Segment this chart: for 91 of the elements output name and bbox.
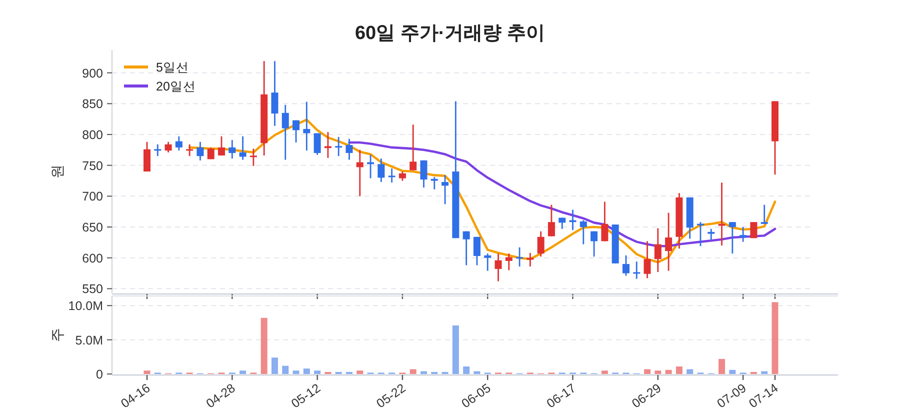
- legend-label: 20일선: [156, 80, 196, 94]
- candlestick: [569, 209, 576, 231]
- candlestick: [314, 132, 321, 156]
- y-tick-label: 650: [82, 220, 104, 235]
- bar: [260, 318, 268, 374]
- candlestick: [718, 182, 726, 246]
- candlestick: [728, 221, 736, 254]
- candlestick: [144, 141, 150, 172]
- candlestick: [430, 176, 438, 190]
- y-axis-title: 주: [49, 328, 65, 342]
- candlestick: [494, 252, 502, 282]
- chart-title: 60일 주가·거래량 추이: [354, 23, 546, 44]
- candlestick: [696, 221, 704, 247]
- bar: [665, 370, 672, 374]
- candlestick: [442, 174, 449, 205]
- y-tick-label: 800: [82, 128, 104, 142]
- bar: [271, 358, 278, 374]
- bar: [729, 370, 736, 374]
- y-axis-title: 원: [49, 164, 65, 178]
- bar: [356, 370, 364, 374]
- candlestick: [164, 141, 172, 154]
- candlestick: [760, 204, 768, 225]
- candlestick: [324, 131, 332, 159]
- y-tick-label: 10.0M: [68, 299, 103, 314]
- candlestick: [175, 136, 182, 152]
- candlestick: [154, 144, 162, 157]
- bar: [601, 370, 608, 374]
- candlestick: [218, 136, 226, 156]
- candlestick: [505, 252, 512, 271]
- y-tick-label: 700: [82, 190, 104, 204]
- bar: [761, 371, 768, 374]
- candlestick: [356, 149, 364, 197]
- candlestick: [346, 138, 353, 160]
- y-tick-label: 850: [82, 97, 104, 112]
- candlestick: [580, 220, 587, 245]
- y-tick-label: 5.0M: [75, 333, 103, 348]
- candlestick: [633, 260, 640, 280]
- candlestick: [186, 144, 194, 157]
- candlestick: [410, 124, 417, 171]
- y-tick-label: 750: [82, 158, 104, 173]
- candlestick: [398, 170, 406, 182]
- y-tick-label: 550: [82, 282, 104, 296]
- candlestick: [708, 228, 715, 241]
- bar: [686, 369, 694, 374]
- candlestick: [548, 204, 555, 237]
- candlestick: [537, 230, 544, 258]
- candlestick: [516, 246, 524, 268]
- bar: [303, 368, 310, 374]
- candlestick: [271, 60, 278, 127]
- candlestick: [590, 230, 598, 258]
- bar: [420, 371, 427, 374]
- candlestick: [378, 158, 385, 183]
- candlestick: [196, 141, 204, 162]
- candlestick: [239, 136, 246, 160]
- bar: [676, 366, 682, 374]
- candlestick: [644, 240, 651, 279]
- bar: [474, 371, 480, 374]
- bar: [410, 369, 416, 374]
- candlestick: [462, 230, 470, 266]
- y-tick-label: 600: [82, 251, 104, 266]
- candlestick: [228, 139, 236, 160]
- bar: [654, 370, 662, 374]
- bar: [314, 370, 321, 374]
- candlestick: [601, 201, 608, 242]
- candlestick: [665, 212, 672, 272]
- candlestick: [484, 252, 492, 272]
- y-tick-label: 900: [82, 66, 104, 80]
- y-tick-label: 0: [96, 368, 104, 382]
- candlestick: [292, 120, 300, 144]
- bar: [772, 302, 778, 374]
- candlestick: [654, 228, 662, 273]
- candlestick: [250, 148, 257, 167]
- candlestick: [335, 136, 342, 157]
- candlestick: [303, 101, 310, 152]
- bar: [644, 369, 651, 374]
- legend-label: 5일선: [156, 60, 189, 74]
- bar: [452, 325, 459, 374]
- bar: [292, 370, 300, 374]
- bar: [240, 370, 246, 374]
- candlestick: [388, 168, 396, 184]
- bar: [144, 370, 150, 374]
- candlestick: [622, 254, 630, 276]
- candlestick: [473, 236, 480, 266]
- bar: [282, 366, 289, 374]
- candlestick: [420, 160, 428, 188]
- candlestick: [750, 221, 758, 239]
- bar: [718, 358, 726, 374]
- candlestick: [367, 154, 374, 179]
- bar: [463, 366, 470, 374]
- candlestick: [282, 104, 289, 160]
- candlestick: [740, 226, 747, 243]
